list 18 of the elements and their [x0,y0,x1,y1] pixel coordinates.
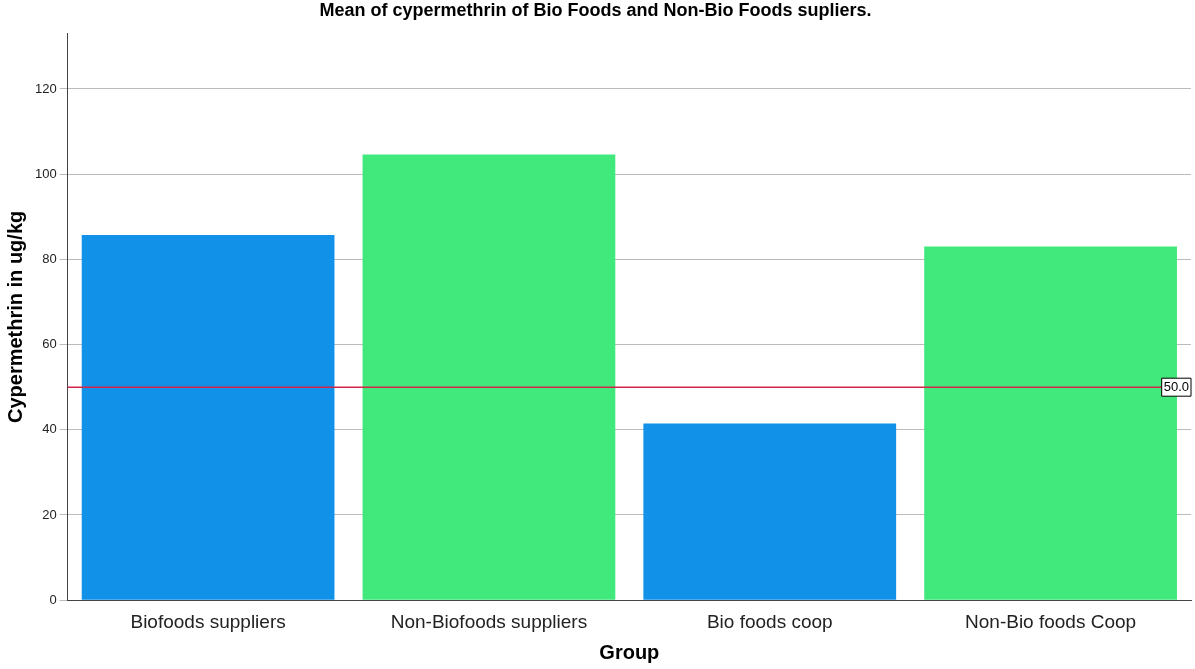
bar [643,423,897,600]
ref-line-label: 50.0 [1163,378,1190,394]
y-tick-label: 120 [34,80,57,96]
x-tick-label: Non-Bio foods Coop [965,610,1137,632]
y-tick-label: 40 [42,421,57,437]
x-tick-label: Bio foods coop [706,610,833,632]
chart-title: Mean of cypermethrin of Bio Foods and Non-Bio Foods supliers. [319,0,872,20]
bar [362,154,616,600]
y-tick-label: 80 [42,250,57,266]
y-tick-label: 20 [42,506,57,522]
bar [81,235,335,600]
x-axis-title: Group [599,640,660,663]
y-axis-title: Cypermethrin in ug/kg [3,210,26,424]
x-tick-label: Biofoods suppliers [130,610,286,632]
x-tick-label: Non-Biofoods suppliers [390,610,588,632]
y-tick-label: 0 [49,591,57,607]
y-tick-label: 100 [34,165,57,181]
y-tick-label: 60 [42,336,57,352]
